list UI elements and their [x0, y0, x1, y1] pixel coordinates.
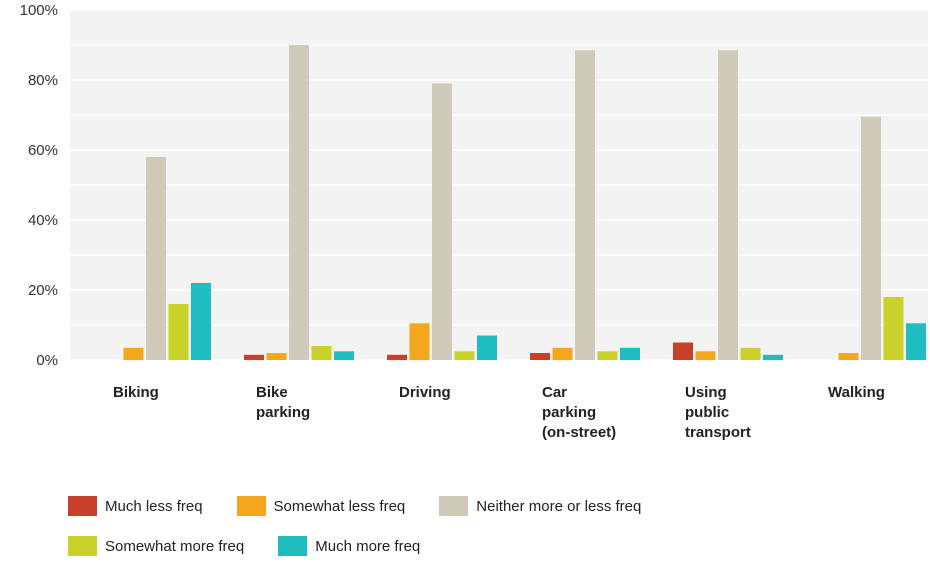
legend-swatch [278, 536, 308, 556]
bar [289, 45, 309, 360]
bar [597, 351, 618, 361]
legend-label: Much more freq [315, 537, 421, 555]
y-tick-label: 40% [28, 212, 58, 229]
y-tick-label: 60% [28, 142, 58, 159]
legend-label: Much less freq [105, 497, 203, 515]
bar [620, 347, 640, 361]
bar [123, 347, 144, 361]
legend-row: Much less freq Somewhat less freq Neither … [68, 493, 908, 519]
bar [168, 304, 189, 360]
y-axis: 0% 20% 40% 60% 80% 100% [20, 2, 58, 369]
bar [552, 347, 573, 361]
legend-swatch [68, 536, 97, 556]
legend-label: Neither more or less freq [476, 497, 642, 515]
legend-item[interactable]: Much less freq [68, 496, 203, 516]
bar [477, 335, 497, 360]
bar [718, 50, 738, 361]
x-category-label: Car [542, 384, 567, 401]
x-category-label: Walking [828, 384, 885, 401]
bar [191, 283, 211, 360]
bar [334, 351, 354, 361]
legend: Much less freq Somewhat less freq Neither … [68, 493, 908, 573]
y-tick-label: 80% [28, 72, 58, 89]
bar [883, 297, 904, 360]
bar [311, 346, 332, 360]
x-axis: Biking Bike parking Driving Car parking (on-st… [113, 384, 885, 441]
legend-swatch [68, 496, 97, 516]
legend-item[interactable]: Much more freq [278, 536, 420, 556]
x-category-label: Using [685, 384, 727, 401]
legend-swatch [439, 496, 469, 516]
bar [454, 351, 475, 361]
bar-chart: 0% 20% 40% 60% 80% 100% Biking Bike parking Driv… [20, 2, 928, 441]
bar [409, 323, 430, 361]
legend-label: Somewhat more freq [105, 537, 245, 555]
bar [838, 353, 859, 360]
bar [695, 351, 716, 361]
legend-label: Somewhat less freq [273, 497, 406, 515]
gridlines [70, 9, 928, 361]
y-tick-label: 20% [28, 282, 58, 299]
bar [763, 354, 783, 361]
legend-swatch [236, 496, 266, 516]
bar [740, 347, 761, 361]
y-tick-label: 100% [20, 2, 58, 19]
bar [673, 342, 693, 360]
bar [575, 50, 595, 361]
x-category-label: public [685, 404, 729, 421]
x-category-label: Bike [256, 384, 288, 401]
x-category-label: parking [256, 404, 310, 421]
bar [530, 353, 550, 360]
y-tick-label: 0% [36, 352, 58, 369]
bar [146, 157, 166, 360]
legend-item[interactable]: Somewhat more freq [68, 536, 244, 556]
legend-row: Somewhat more freq Much more freq [68, 533, 908, 559]
x-category-label: parking [542, 404, 596, 421]
bar [861, 116, 881, 360]
x-category-label: Biking [113, 384, 159, 401]
x-category-label: (on-street) [542, 424, 616, 441]
legend-item[interactable]: Somewhat less freq [236, 496, 406, 516]
x-category-label: transport [685, 424, 751, 441]
bar [244, 354, 264, 361]
bar [387, 354, 407, 361]
bars [123, 45, 926, 361]
legend-item[interactable]: Neither more or less freq [439, 496, 641, 516]
bar [266, 353, 287, 360]
bar [432, 83, 452, 360]
x-category-label: Driving [399, 384, 451, 401]
bar [906, 323, 926, 361]
